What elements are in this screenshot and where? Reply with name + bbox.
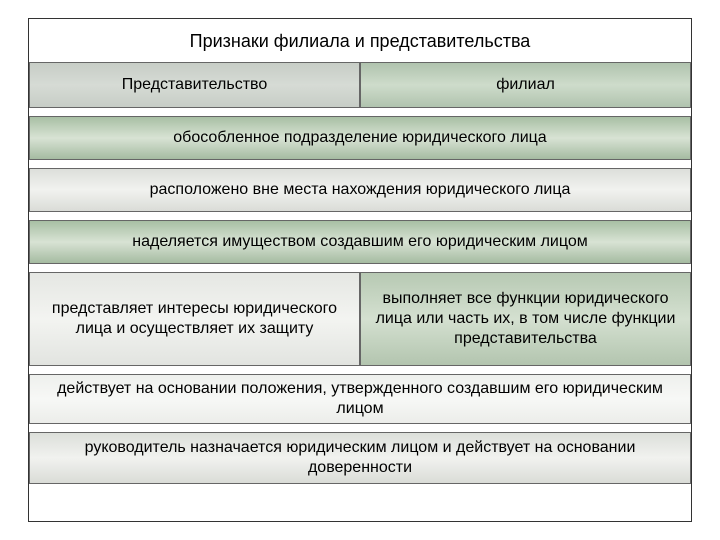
row-6: руководитель назначается юридическим лиц… xyxy=(29,432,691,484)
row-1-cell: обособленное подразделение юридического … xyxy=(29,116,691,160)
row-4-right: выполняет все функции юридического лица … xyxy=(360,272,691,366)
row-2-cell: расположено вне места нахождения юридиче… xyxy=(29,168,691,212)
row-gap xyxy=(29,366,691,374)
row-2: расположено вне места нахождения юридиче… xyxy=(29,168,691,212)
row-gap xyxy=(29,108,691,116)
row-6-cell: руководитель назначается юридическим лиц… xyxy=(29,432,691,484)
row-gap xyxy=(29,264,691,272)
row-3: наделяется имуществом создавшим его юрид… xyxy=(29,220,691,264)
row-gap xyxy=(29,212,691,220)
row-gap xyxy=(29,424,691,432)
row-1: обособленное подразделение юридического … xyxy=(29,116,691,160)
row-4: представляет интересы юридического лица … xyxy=(29,272,691,366)
header-right: филиал xyxy=(360,62,691,108)
row-5-cell: действует на основании положения, утверж… xyxy=(29,374,691,424)
header-row: Представительство филиал xyxy=(29,62,691,108)
row-gap xyxy=(29,160,691,168)
comparison-table: Признаки филиала и представительства Пре… xyxy=(28,18,692,522)
header-left: Представительство xyxy=(29,62,360,108)
row-5: действует на основании положения, утверж… xyxy=(29,374,691,424)
table-title: Признаки филиала и представительства xyxy=(29,19,691,62)
row-3-cell: наделяется имуществом создавшим его юрид… xyxy=(29,220,691,264)
row-4-left: представляет интересы юридического лица … xyxy=(29,272,360,366)
